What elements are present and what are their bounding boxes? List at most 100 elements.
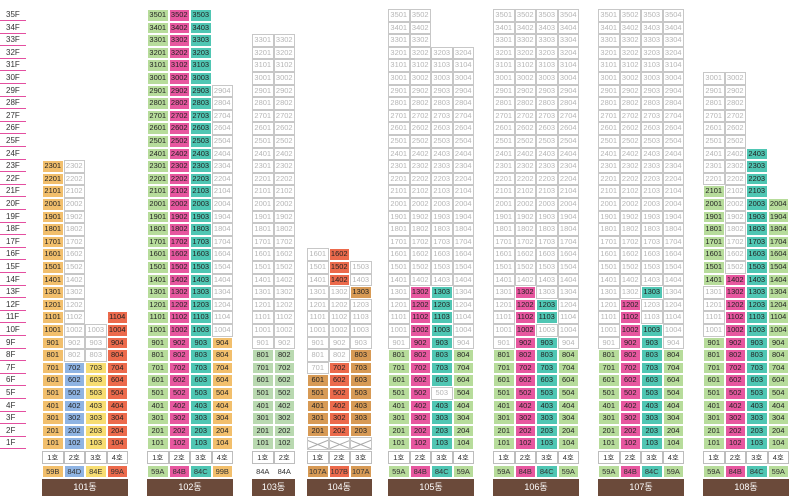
unit-cell[interactable]: 1501 [598,261,620,274]
unit-cell[interactable]: 1901 [598,210,620,224]
unit-cell[interactable]: 1703 [641,235,663,249]
unit-cell[interactable]: 403 [431,399,453,413]
unit-cell[interactable]: 1004 [557,324,579,337]
unit-cell[interactable]: 1402 [409,273,431,287]
unit-cell[interactable]: 1502 [619,261,641,274]
unit-cell[interactable]: 1301 [598,286,620,299]
unit-cell[interactable]: 2103 [641,185,663,198]
unit-cell[interactable]: 2002 [724,198,746,211]
unit-cell[interactable]: 3101 [493,59,515,72]
unit-cell[interactable]: 1404 [452,273,474,287]
unit-cell[interactable]: 1901 [703,210,725,224]
unit-cell[interactable]: 401 [703,399,725,413]
unit-cell[interactable]: 801 [388,349,410,362]
unit-cell[interactable]: 1002 [328,324,350,337]
unit-cell[interactable]: 1602 [273,248,295,261]
unit-cell[interactable]: 503 [431,387,453,400]
unit-cell[interactable]: 1104 [452,311,474,324]
unit-cell[interactable]: 201 [493,424,515,438]
unit-cell[interactable]: 404 [662,399,684,413]
unit-cell[interactable]: 2802 [409,97,431,110]
unit-cell[interactable]: 1001 [42,324,64,337]
unit-cell[interactable]: 2204 [557,172,579,186]
unit-cell[interactable]: 2601 [252,122,274,135]
unit-cell[interactable]: 2401 [703,147,725,161]
unit-cell[interactable]: 2404 [557,147,579,161]
unit-cell[interactable]: 601 [42,374,64,387]
unit-cell[interactable]: 502 [328,387,350,400]
unit-cell[interactable]: 102 [273,437,295,450]
unit-cell[interactable]: 1104 [211,311,233,324]
unit-cell[interactable]: 1002 [619,324,641,337]
unit-cell[interactable]: 1604 [662,248,684,261]
unit-cell[interactable]: 1604 [452,248,474,261]
unit-cell[interactable]: 1101 [493,311,515,324]
unit-cell[interactable]: 602 [514,374,536,387]
unit-cell[interactable]: 1203 [746,298,768,312]
unit-cell[interactable]: 2202 [168,172,190,186]
unit-cell[interactable]: 202 [328,424,350,438]
unit-cell[interactable]: 604 [106,374,128,387]
unit-cell[interactable]: 1001 [307,324,329,337]
unit-cell[interactable]: 1504 [767,261,789,274]
unit-cell[interactable]: 2201 [598,172,620,186]
unit-cell[interactable]: 2003 [746,198,768,211]
unit-cell[interactable]: 403 [190,399,212,413]
unit-cell[interactable]: 2802 [514,97,536,110]
unit-cell[interactable]: 903 [85,336,107,350]
unit-cell[interactable]: 702 [63,361,85,375]
unit-cell[interactable]: 1304 [452,286,474,299]
unit-cell[interactable]: 2201 [252,172,274,186]
unit-cell[interactable]: 1304 [557,286,579,299]
unit-cell[interactable]: 2601 [147,122,169,135]
unit-cell[interactable]: 2101 [598,185,620,198]
unit-cell[interactable]: 201 [388,424,410,438]
unit-cell[interactable]: 702 [328,361,350,375]
unit-cell[interactable]: 1202 [619,298,641,312]
unit-cell[interactable]: 3102 [409,59,431,72]
unit-cell[interactable]: 1103 [431,311,453,324]
unit-cell[interactable]: 3102 [168,59,190,72]
unit-cell[interactable]: 1401 [598,273,620,287]
unit-cell[interactable]: 3501 [147,9,169,22]
unit-cell[interactable]: 203 [536,424,558,438]
unit-cell[interactable]: 1301 [703,286,725,299]
unit-cell[interactable]: 1902 [619,210,641,224]
unit-cell[interactable]: 2603 [536,122,558,135]
unit-cell[interactable]: 402 [409,399,431,413]
unit-cell[interactable]: 103 [746,437,768,450]
unit-cell[interactable]: 1503 [190,261,212,274]
unit-cell[interactable]: 802 [273,349,295,362]
unit-cell[interactable]: 1201 [493,298,515,312]
unit-cell[interactable]: 101 [598,437,620,450]
unit-cell[interactable]: 2702 [273,109,295,123]
unit-cell[interactable]: 1503 [350,261,372,274]
unit-cell[interactable]: 203 [85,424,107,438]
unit-cell[interactable]: 1801 [147,223,169,236]
unit-cell[interactable]: 1501 [252,261,274,274]
unit-cell[interactable]: 501 [42,387,64,400]
unit-cell[interactable]: 904 [106,336,128,350]
unit-cell[interactable]: 1602 [168,248,190,261]
unit-cell[interactable]: 603 [536,374,558,387]
unit-cell[interactable]: 1304 [211,286,233,299]
unit-cell[interactable]: 3104 [662,59,684,72]
unit-cell[interactable]: 602 [63,374,85,387]
unit-cell[interactable]: 3002 [619,72,641,85]
unit-cell[interactable]: 2904 [557,84,579,98]
unit-cell[interactable]: 2201 [42,172,64,186]
unit-cell[interactable]: 2403 [641,147,663,161]
unit-cell[interactable]: 2903 [536,84,558,98]
unit-cell[interactable]: 204 [767,424,789,438]
unit-cell[interactable]: 1501 [307,261,329,274]
unit-cell[interactable]: 2701 [598,109,620,123]
unit-cell[interactable]: 3101 [147,59,169,72]
unit-cell[interactable]: 1901 [493,210,515,224]
unit-cell[interactable]: 1301 [147,286,169,299]
unit-cell[interactable]: 204 [106,424,128,438]
unit-cell[interactable]: 503 [746,387,768,400]
unit-cell[interactable]: 603 [350,374,372,387]
unit-cell[interactable]: 303 [190,412,212,425]
unit-cell[interactable]: 201 [252,424,274,438]
unit-cell[interactable]: 1102 [724,311,746,324]
